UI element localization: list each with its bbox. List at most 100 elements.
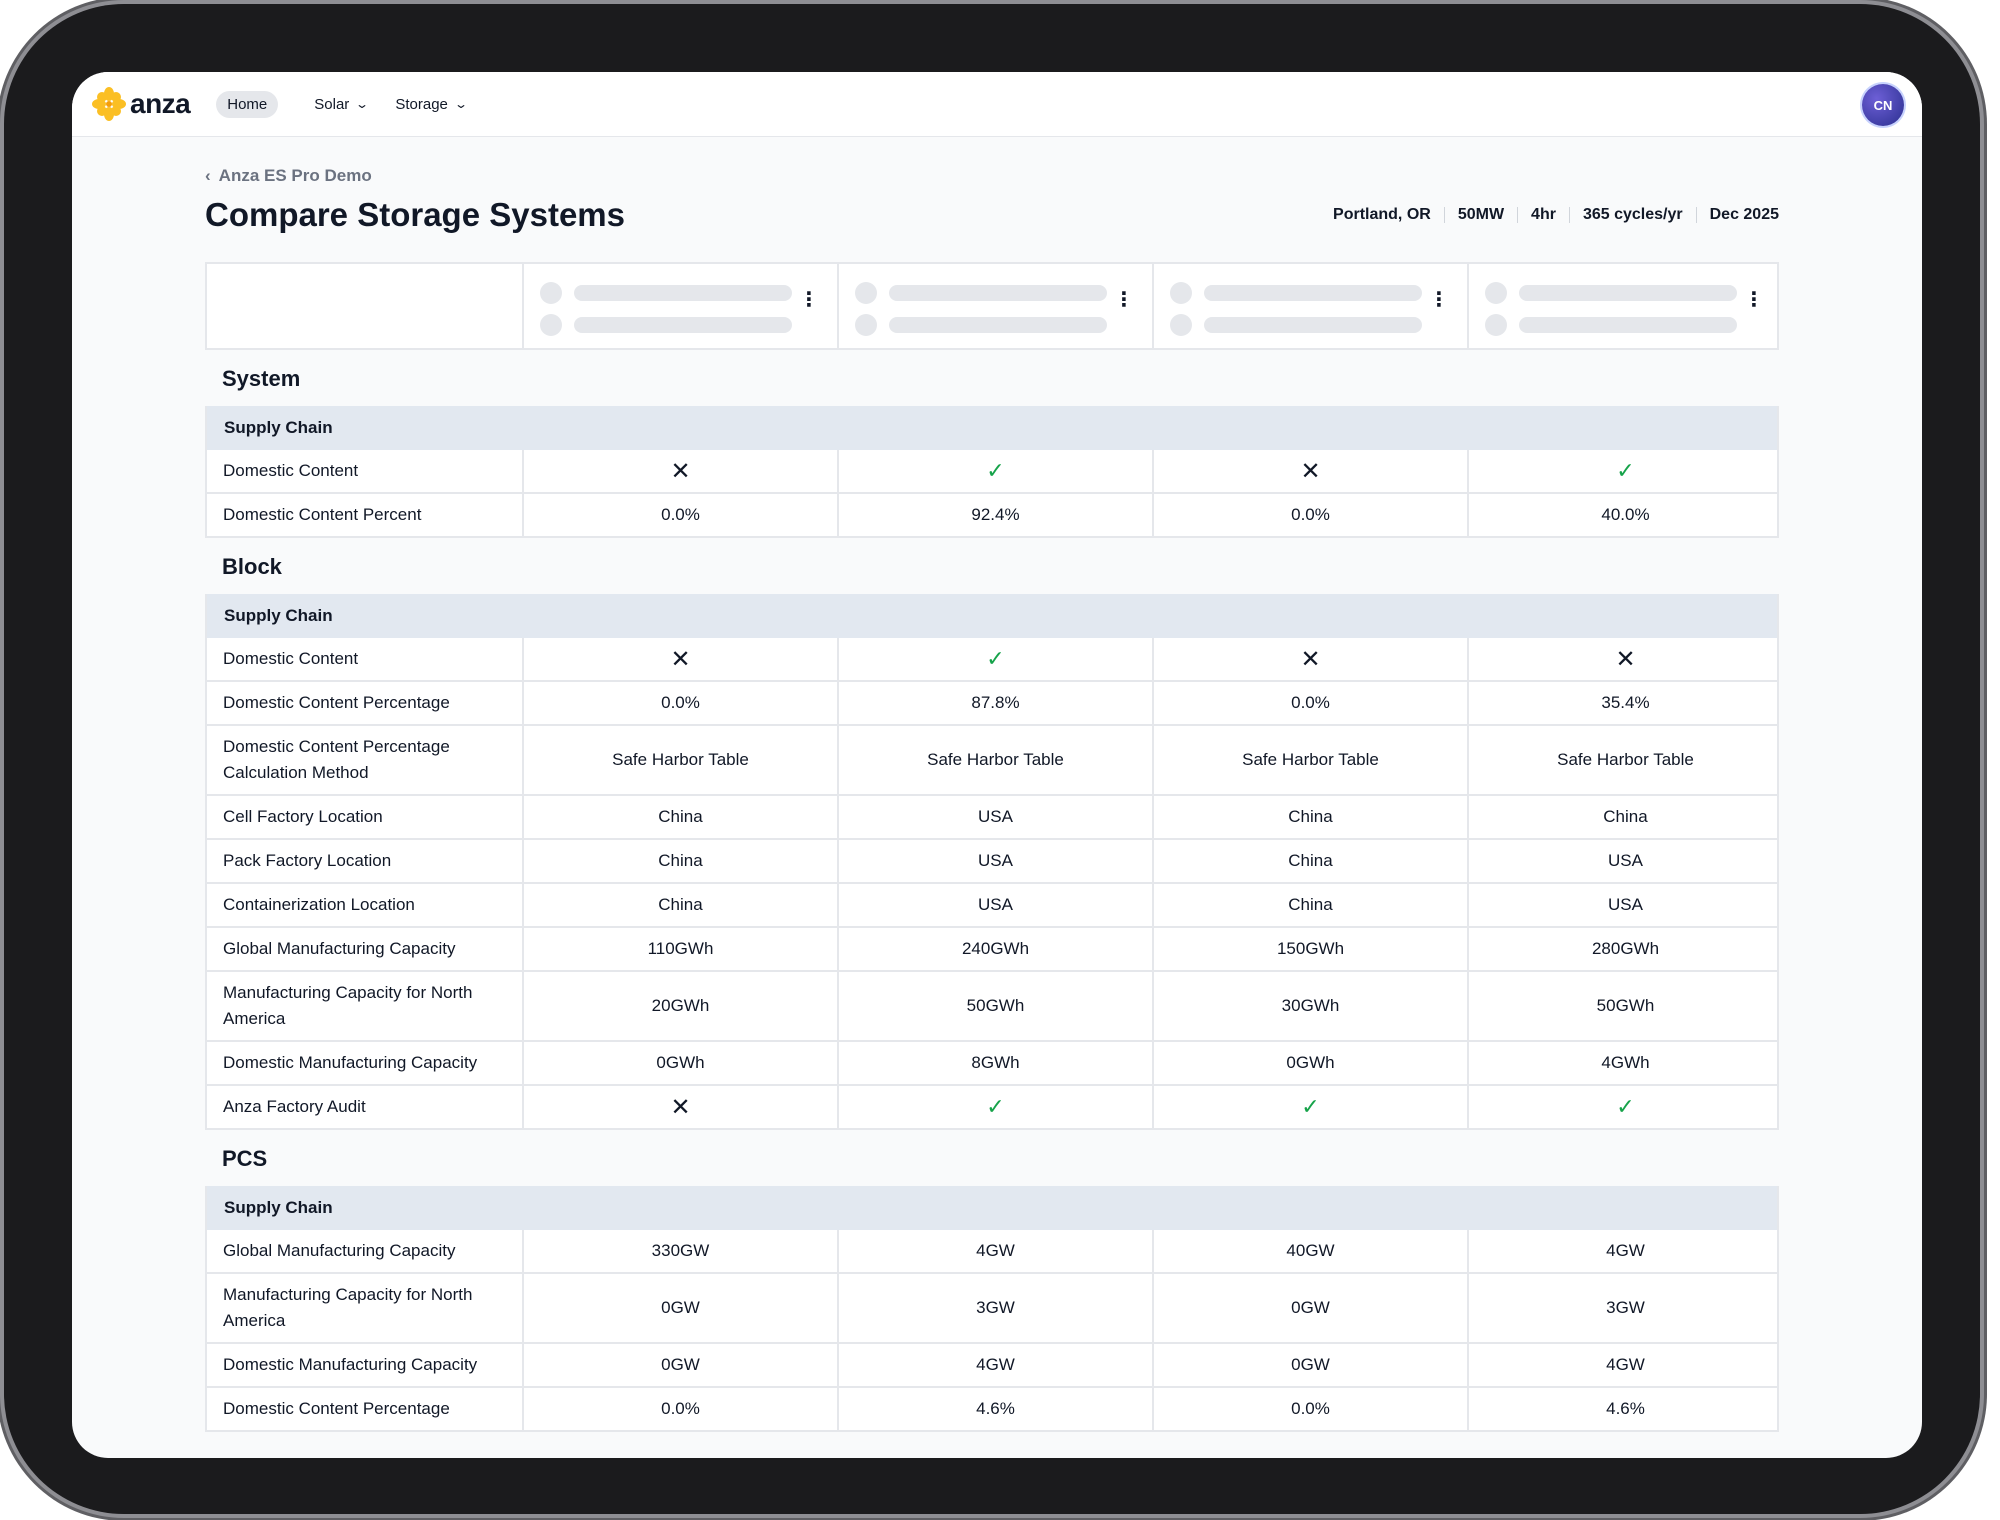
nav-storage-label: Storage	[395, 95, 448, 113]
table-cell: USA	[1467, 884, 1782, 926]
table-cell: China	[522, 796, 837, 838]
row-label: Manufacturing Capacity for North America	[223, 1285, 473, 1330]
table-row: Manufacturing Capacity for North America…	[205, 972, 1779, 1042]
table-cell: 20GWh	[522, 972, 837, 1040]
table-cell: ✕	[1467, 638, 1782, 680]
table-cell: 3GW	[1467, 1274, 1782, 1342]
compare-header: ⋮ ⋮ ⋮	[205, 262, 1779, 350]
nav-solar-label: Solar	[314, 95, 350, 113]
table-row: Cell Factory Location China USA China China	[205, 796, 1779, 840]
table-cell: 4.6%	[837, 1388, 1152, 1430]
x-icon: ✕	[670, 645, 691, 673]
table-cell: China	[1467, 796, 1782, 838]
table-cell: 240GWh	[837, 928, 1152, 970]
meta-cycles: 365 cycles/yr	[1582, 206, 1683, 223]
meta-duration: 4hr	[1531, 206, 1556, 223]
logo[interactable]: anza	[92, 87, 191, 121]
meta-divider	[1517, 207, 1519, 223]
table-cell: USA	[1467, 840, 1782, 882]
table-cell: 0.0%	[522, 1388, 837, 1430]
row-label: Anza Factory Audit	[223, 1097, 366, 1116]
system-column-header: ⋮	[1152, 264, 1467, 348]
table-cell: ✓	[837, 638, 1152, 680]
table-cell: 0GW	[522, 1344, 837, 1386]
table-row: Manufacturing Capacity for North America…	[205, 1274, 1779, 1344]
table-row: Domestic Manufacturing Capacity 0GW 4GW 0GW…	[205, 1344, 1779, 1388]
table-row: Anza Factory Audit ✕ ✓ ✓ ✓	[205, 1086, 1779, 1130]
logo-text: anza	[130, 88, 191, 119]
subsection-header: Supply Chain	[205, 1186, 1779, 1230]
check-icon: ✓	[1616, 458, 1635, 483]
tablet-frame: anza Home Solar ⌄ Storage ⌄ CN ‹ Anza ES…	[4, 4, 1980, 1514]
table-row: Global Manufacturing Capacity 110GWh 240GW…	[205, 928, 1779, 972]
x-icon: ✕	[1300, 645, 1321, 673]
table-cell: China	[1152, 796, 1467, 838]
row-label: Cell Factory Location	[223, 807, 383, 826]
check-icon: ✓	[986, 458, 1005, 483]
table-cell: 30GWh	[1152, 972, 1467, 1040]
system-column-header: ⋮	[522, 264, 837, 348]
table-cell: 4.6%	[1467, 1388, 1782, 1430]
table-cell: Safe Harbor Table	[1467, 726, 1782, 794]
chevron-left-icon: ‹	[205, 166, 211, 185]
table-cell: ✓	[837, 450, 1152, 492]
table-cell: 0GW	[522, 1274, 837, 1342]
table-row: Pack Factory Location China USA China USA	[205, 840, 1779, 884]
loading-skeleton	[540, 282, 792, 346]
table-cell: 330GW	[522, 1230, 837, 1272]
more-options-icon[interactable]: ⋮	[1114, 289, 1134, 311]
loading-skeleton	[1170, 282, 1422, 346]
table-cell: 4GW	[1467, 1344, 1782, 1386]
breadcrumb[interactable]: ‹ Anza ES Pro Demo	[205, 166, 1779, 186]
check-icon: ✓	[986, 1094, 1005, 1119]
project-meta: Portland, OR 50MW 4hr 365 cycles/yr Dec …	[1333, 206, 1779, 224]
row-label: Global Manufacturing Capacity	[223, 1241, 456, 1260]
loading-skeleton	[855, 282, 1107, 346]
table-row: Global Manufacturing Capacity 330GW 4GW 40G…	[205, 1230, 1779, 1274]
table-cell: 0.0%	[1152, 682, 1467, 724]
table-cell: 87.8%	[837, 682, 1152, 724]
table-cell: Safe Harbor Table	[522, 726, 837, 794]
table-cell: 50GWh	[1467, 972, 1782, 1040]
x-icon: ✕	[670, 457, 691, 485]
table-cell: 110GWh	[522, 928, 837, 970]
nav-storage[interactable]: Storage ⌄	[395, 95, 468, 113]
meta-divider	[1695, 207, 1697, 223]
table-cell: 0GW	[1152, 1274, 1467, 1342]
nav-home[interactable]: Home	[216, 90, 279, 118]
table-cell: China	[1152, 840, 1467, 882]
nav-solar[interactable]: Solar ⌄	[314, 95, 369, 113]
table-cell: 0.0%	[1152, 494, 1467, 536]
avatar-initials: CN	[1873, 97, 1893, 113]
meta-location: Portland, OR	[1333, 206, 1431, 223]
row-label: Domestic Content Percentage	[223, 1399, 450, 1418]
row-label: Domestic Content Percentage	[223, 693, 450, 712]
system-column-header: ⋮	[837, 264, 1152, 348]
table-cell: ✕	[522, 1086, 837, 1128]
table-cell: 40GW	[1152, 1230, 1467, 1272]
section-title: Block	[222, 554, 282, 579]
more-options-icon[interactable]: ⋮	[799, 289, 819, 311]
more-options-icon[interactable]: ⋮	[1744, 289, 1764, 311]
avatar[interactable]: CN	[1862, 84, 1904, 126]
comparison-sections: System Supply Chain Domestic Content ✕ ✓ ✕ ✓ Do…	[205, 350, 1779, 1432]
row-label: Domestic Manufacturing Capacity	[223, 1053, 478, 1072]
system-column-header: ⋮	[1467, 264, 1782, 348]
table-cell: 8GWh	[837, 1042, 1152, 1084]
meta-divider	[1568, 207, 1570, 223]
title-row: Compare Storage Systems Portland, OR 50M…	[205, 196, 1779, 234]
more-options-icon[interactable]: ⋮	[1429, 289, 1449, 311]
section-title: System	[222, 366, 301, 391]
breadcrumb-label: Anza ES Pro Demo	[218, 166, 372, 185]
page-title: Compare Storage Systems	[205, 196, 625, 233]
table-row: Containerization Location China USA China US…	[205, 884, 1779, 928]
table-cell: 4GW	[837, 1230, 1152, 1272]
table-cell: USA	[837, 796, 1152, 838]
table-row: Domestic Content ✕ ✓ ✕ ✓	[205, 450, 1779, 494]
table-cell: 0GW	[1152, 1344, 1467, 1386]
row-label: Manufacturing Capacity for North America	[223, 983, 473, 1028]
table-cell: 4GWh	[1467, 1042, 1782, 1084]
top-nav: anza Home Solar ⌄ Storage ⌄ CN	[72, 72, 1922, 137]
subsection-header: Supply Chain	[205, 594, 1779, 638]
x-icon: ✕	[1615, 645, 1636, 673]
